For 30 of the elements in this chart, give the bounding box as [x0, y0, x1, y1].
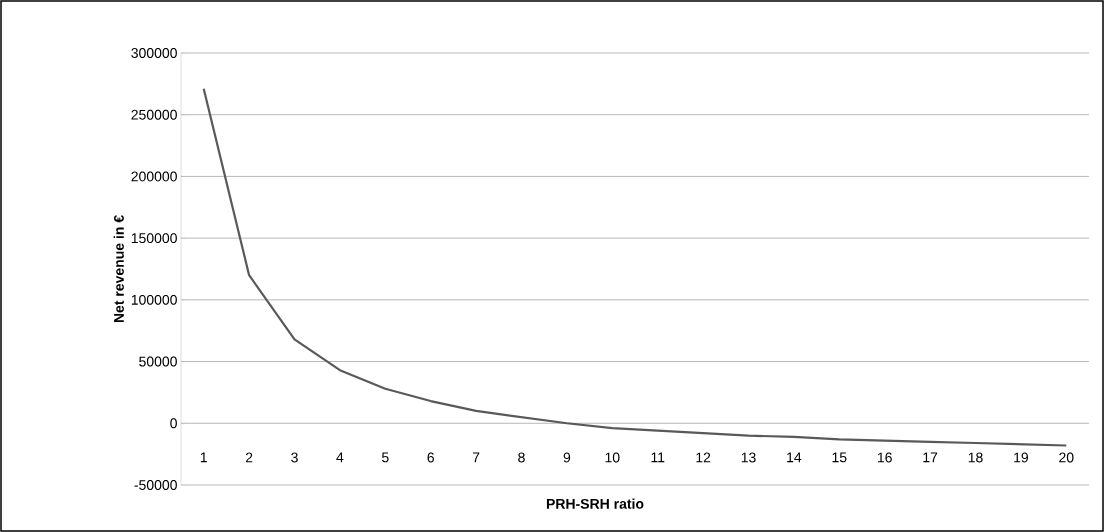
x-tick-label: 15 — [832, 452, 847, 463]
x-tick-label: 17 — [923, 452, 938, 463]
x-tick-label: 18 — [968, 452, 983, 463]
x-tick-label: 4 — [336, 452, 344, 463]
x-tick-label: 14 — [787, 452, 802, 463]
y-tick-label: 250000 — [131, 109, 177, 120]
x-tick-label: 8 — [518, 452, 525, 463]
x-tick-label: 13 — [741, 452, 756, 463]
x-tick-label: 6 — [427, 452, 434, 463]
x-tick-label: 1 — [200, 452, 207, 463]
x-tick-label: 5 — [381, 452, 389, 463]
y-axis-title: Net revenue in € — [113, 215, 124, 323]
y-tick-label: 200000 — [131, 171, 177, 182]
x-tick-label: 20 — [1059, 452, 1074, 463]
x-tick-label: 12 — [696, 452, 711, 463]
y-tick-label: 100000 — [131, 294, 177, 305]
y-tick-label: 150000 — [131, 233, 177, 244]
x-tick-label: 16 — [877, 452, 892, 463]
x-tick-label: 3 — [291, 452, 298, 463]
x-tick-label: 7 — [472, 452, 480, 463]
x-tick-label: 2 — [245, 452, 253, 463]
x-tick-label: 11 — [651, 452, 665, 463]
y-tick-label: 300000 — [131, 48, 177, 58]
x-tick-label: 19 — [1014, 452, 1029, 463]
y-tick-label: 50000 — [139, 356, 177, 367]
x-tick-label: 9 — [563, 452, 571, 463]
x-axis-title: PRH-SRH ratio — [546, 498, 644, 509]
y-tick-label: 0 — [170, 418, 177, 429]
x-tick-label: 10 — [605, 452, 620, 463]
y-tick-label: -50000 — [134, 480, 177, 490]
